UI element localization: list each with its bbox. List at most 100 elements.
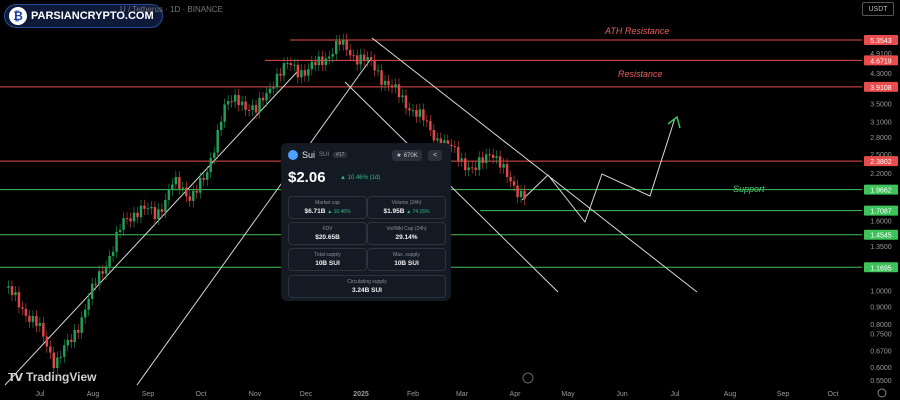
y-tick-label: 2.3802	[870, 159, 892, 166]
candle-body	[251, 105, 254, 110]
price-tag	[864, 55, 898, 66]
candle-body	[132, 212, 136, 222]
candle-body	[181, 187, 185, 189]
candle-body	[401, 95, 404, 98]
candle-body	[484, 154, 488, 163]
candle-body	[139, 205, 143, 218]
candle-body	[31, 316, 35, 322]
candle-body	[125, 218, 129, 220]
x-tick-label: Aug	[87, 391, 100, 398]
candle-body	[505, 163, 509, 178]
candle-body	[474, 167, 477, 170]
candle-body	[366, 57, 369, 61]
stat-total-supply: Total supply 10B SUI	[288, 248, 367, 271]
candle-body	[171, 184, 174, 190]
candle-body	[450, 144, 453, 147]
candle-body	[70, 339, 73, 343]
star-icon: ★	[396, 153, 402, 159]
stat-value: 10B SUI	[394, 260, 419, 267]
coin-price: $2.06	[288, 169, 326, 186]
y-tick-label: 0.6700	[870, 349, 892, 356]
stat-value: 3.24B SUI	[352, 287, 382, 294]
candle-body	[115, 231, 118, 252]
candle-body	[328, 56, 331, 59]
y-tick-label: 4.9100	[870, 51, 892, 58]
candle-body	[348, 49, 352, 56]
candle-body	[83, 309, 87, 318]
candle-body	[411, 110, 415, 112]
x-tick-label: Feb	[407, 391, 419, 398]
candle-body	[457, 146, 460, 161]
candle-body	[185, 187, 188, 197]
candle-body	[404, 95, 408, 109]
candle-body	[237, 95, 240, 106]
stat-volume: Volume (24h) $1.95B ▲ 74.15%	[367, 196, 446, 219]
candle-body	[63, 345, 66, 357]
projection-arrow-icon	[667, 115, 681, 129]
stat-value: $6.71B ▲ 10.46%	[304, 208, 351, 215]
candle-body	[373, 59, 376, 71]
y-tick-label: 0.6000	[870, 365, 892, 372]
x-tick-label: May	[561, 391, 575, 398]
candle-body	[59, 356, 63, 358]
candle-body	[206, 172, 209, 180]
candle-body	[429, 120, 432, 131]
y-tick-label: 3.1000	[870, 120, 892, 127]
candle-body	[523, 190, 526, 200]
parsiancrypto-logo-icon: ₿	[9, 7, 27, 25]
annotation-resistance: Resistance	[618, 69, 663, 79]
candle-body	[94, 283, 97, 285]
candle-body	[164, 199, 167, 212]
share-button[interactable]: <	[428, 150, 442, 161]
currency-selector[interactable]: USDT	[862, 2, 894, 16]
stat-label: Market cap	[315, 200, 340, 206]
stat-label: Circulating supply	[347, 279, 387, 285]
candle-body	[390, 85, 394, 88]
x-tick-label: Apr	[510, 391, 522, 398]
candle-body	[397, 84, 401, 98]
candle-body	[460, 158, 463, 161]
candle-body	[432, 130, 436, 141]
candle-body	[129, 218, 132, 222]
candle-body	[233, 95, 237, 102]
candle-body	[376, 70, 380, 72]
candle-body	[160, 209, 164, 212]
candle-body	[244, 101, 247, 110]
candle-body	[446, 140, 450, 145]
candle-body	[258, 97, 261, 113]
candle-body	[286, 63, 289, 65]
candle-body	[240, 101, 244, 106]
y-tick-label: 1.3500	[870, 244, 892, 251]
candle-body	[268, 88, 272, 94]
candle-body	[38, 322, 42, 326]
candle-body	[118, 229, 122, 232]
watchlist-button[interactable]: ★ 670K	[392, 150, 422, 161]
stat-label: Max. supply	[393, 252, 420, 258]
candle-body	[387, 80, 390, 86]
candle-body	[296, 64, 300, 78]
stat-value: $1.95B ▲ 74.15%	[383, 208, 430, 215]
candle-body	[453, 146, 457, 148]
candle-body	[219, 121, 223, 131]
candle-body	[293, 64, 296, 66]
candle-body	[212, 152, 216, 159]
y-tick-label: 3.5000	[870, 102, 892, 109]
watermark-text: PARSIANCRYPTO.COM	[31, 10, 154, 22]
tradingview-mark-icon: 𝗧𝗩	[8, 371, 23, 384]
candle-body	[265, 93, 268, 101]
candle-body	[122, 218, 125, 230]
candle-body	[7, 286, 10, 288]
candle-body	[477, 157, 481, 170]
candle-body	[24, 308, 28, 316]
y-tick-label: 1.4545	[870, 233, 892, 240]
candle-body	[512, 181, 516, 186]
candle-body	[289, 63, 293, 66]
candle-body	[143, 205, 146, 209]
candle-body	[362, 54, 366, 61]
candle-body	[335, 40, 338, 54]
candle-body	[422, 109, 425, 121]
coin-info-card: Sui SUI #17 ★ 670K < $2.06 ▲ 10.46% (1d)…	[281, 143, 451, 301]
x-tick-label: 2025	[353, 391, 369, 398]
